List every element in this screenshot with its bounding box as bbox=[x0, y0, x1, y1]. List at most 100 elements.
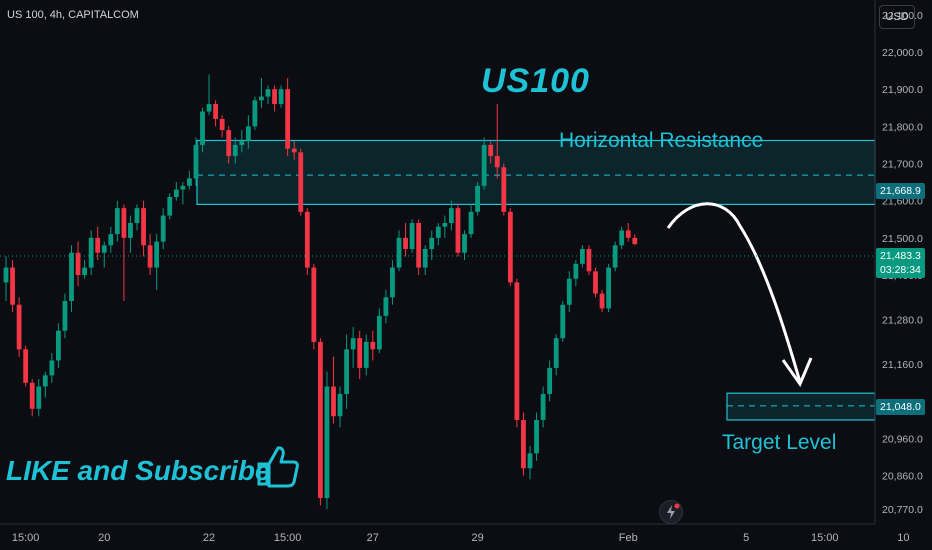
candle bbox=[200, 107, 205, 153]
candle bbox=[226, 126, 232, 164]
candle bbox=[494, 104, 500, 179]
candle bbox=[69, 245, 74, 313]
candle bbox=[29, 379, 35, 417]
candle bbox=[141, 200, 146, 257]
candle bbox=[625, 222, 631, 242]
price-tick-label: 21,900.0 bbox=[882, 84, 923, 96]
candle bbox=[10, 260, 15, 313]
candle bbox=[350, 327, 356, 368]
candle bbox=[154, 234, 160, 290]
chart-title-annotation: US100 bbox=[481, 62, 590, 100]
candle bbox=[612, 241, 618, 272]
projection-arrow bbox=[666, 202, 813, 388]
price-tick-label: 21,280.0 bbox=[882, 315, 923, 327]
candle bbox=[3, 256, 9, 302]
candle bbox=[134, 204, 140, 231]
candle bbox=[82, 260, 87, 279]
candle bbox=[422, 245, 428, 276]
candle bbox=[390, 260, 395, 305]
candle bbox=[409, 219, 415, 253]
candle bbox=[88, 230, 94, 276]
candle bbox=[632, 234, 638, 246]
candle bbox=[291, 141, 297, 160]
candle bbox=[442, 215, 448, 238]
candle bbox=[573, 260, 579, 287]
price-tick-label: 20,770.0 bbox=[882, 504, 923, 516]
time-tick-label: 29 bbox=[471, 532, 483, 544]
candle bbox=[298, 148, 304, 216]
lightning-icon[interactable] bbox=[659, 500, 683, 524]
candle bbox=[173, 182, 179, 201]
price-tick-label: 20,960.0 bbox=[882, 434, 923, 446]
candle bbox=[468, 204, 474, 238]
candle bbox=[344, 334, 349, 409]
candle bbox=[42, 371, 48, 398]
thumbs-up-icon bbox=[257, 446, 299, 488]
candle bbox=[455, 204, 461, 257]
price-tick-label: 21,500.0 bbox=[882, 233, 923, 245]
candle bbox=[586, 245, 592, 276]
candle bbox=[239, 130, 245, 153]
time-tick-label: 5 bbox=[743, 532, 749, 544]
candle bbox=[599, 289, 605, 313]
time-tick-label: Feb bbox=[619, 532, 638, 544]
candle bbox=[95, 226, 101, 261]
candle bbox=[128, 215, 133, 253]
price-tick-label: 22,000.0 bbox=[882, 47, 923, 59]
candle bbox=[206, 74, 212, 116]
candle bbox=[56, 323, 61, 368]
candle bbox=[16, 297, 22, 357]
price-axis[interactable]: 22,100.0 22,000.0 21,900.0 21,800.0 21,700.0… bbox=[882, 10, 923, 516]
symbol-header[interactable]: US 100, 4h, CAPITALCOM bbox=[7, 9, 139, 21]
candle bbox=[416, 219, 422, 276]
candle bbox=[101, 241, 107, 268]
candles-layer bbox=[3, 74, 638, 510]
candle bbox=[259, 78, 264, 108]
time-tick-label: 27 bbox=[367, 532, 379, 544]
candle bbox=[318, 338, 323, 506]
target-zone bbox=[726, 392, 876, 421]
candle bbox=[606, 263, 611, 313]
candle bbox=[449, 200, 454, 231]
candle bbox=[462, 230, 467, 261]
candle bbox=[481, 137, 487, 190]
resistance-price-tag: 21,668.9 bbox=[876, 183, 925, 199]
time-axis[interactable]: 15:00 20 22 15:00 27 29 Feb 5 15:00 10 bbox=[12, 532, 910, 544]
candle bbox=[278, 85, 284, 108]
candle bbox=[193, 137, 199, 186]
candle bbox=[357, 330, 363, 380]
candle bbox=[547, 360, 553, 402]
candle bbox=[49, 353, 55, 383]
candle bbox=[311, 263, 317, 350]
candle bbox=[36, 379, 42, 417]
time-tick-label: 20 bbox=[98, 532, 110, 544]
candle bbox=[62, 293, 68, 339]
candle bbox=[219, 115, 225, 138]
currency-button[interactable]: USD bbox=[879, 5, 915, 29]
candle bbox=[363, 334, 369, 376]
target-price-tag: 21,048.0 bbox=[876, 399, 925, 415]
candle bbox=[534, 412, 539, 461]
candle bbox=[501, 163, 507, 216]
last-price-tag: 21,483.3 bbox=[876, 248, 925, 264]
candle bbox=[304, 208, 310, 276]
time-tick-label: 15:00 bbox=[12, 532, 40, 544]
candle bbox=[507, 208, 513, 287]
time-tick-label: 10 bbox=[897, 532, 909, 544]
time-tick-label: 22 bbox=[203, 532, 215, 544]
candle bbox=[540, 386, 546, 428]
candle bbox=[245, 115, 251, 149]
candle bbox=[324, 371, 330, 510]
candle bbox=[566, 271, 572, 313]
candle bbox=[337, 386, 343, 428]
price-tick-label: 20,860.0 bbox=[882, 471, 923, 483]
candle bbox=[593, 267, 598, 298]
candle bbox=[553, 334, 559, 376]
candle bbox=[429, 230, 435, 261]
price-tick-label: 21,700.0 bbox=[882, 159, 923, 171]
candle bbox=[396, 230, 402, 272]
candle bbox=[108, 226, 114, 253]
candle bbox=[265, 85, 271, 105]
